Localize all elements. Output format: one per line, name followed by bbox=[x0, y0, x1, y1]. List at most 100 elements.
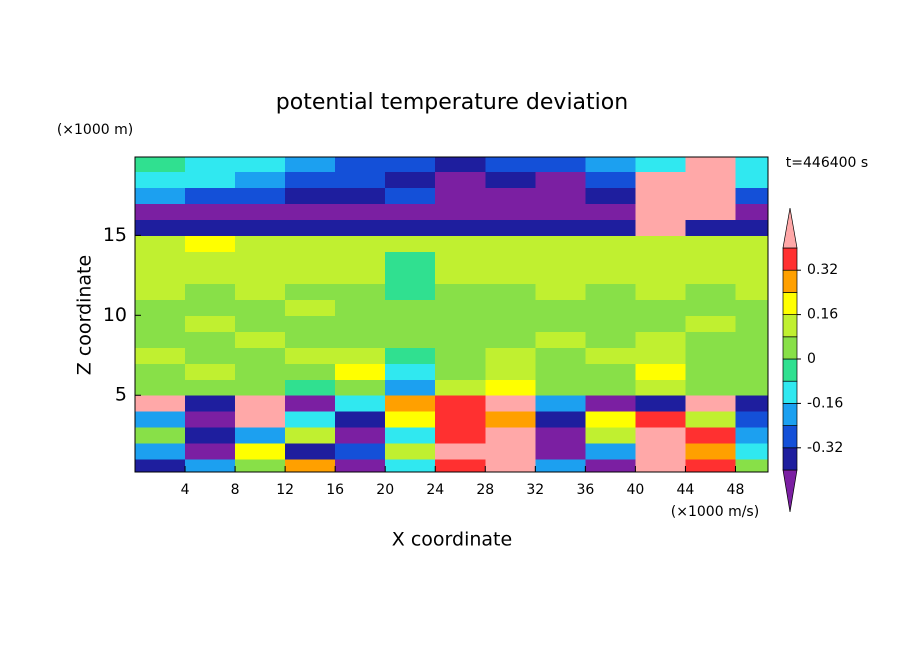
field-cell bbox=[235, 203, 286, 220]
field-cell bbox=[335, 459, 386, 472]
field-cell bbox=[285, 219, 336, 236]
field-cell bbox=[535, 395, 586, 412]
field-cell bbox=[285, 187, 336, 204]
field-cell bbox=[135, 331, 186, 348]
field-cell bbox=[185, 331, 236, 348]
field-cell bbox=[135, 443, 186, 460]
contour-field bbox=[135, 157, 768, 472]
field-cell bbox=[685, 459, 736, 472]
field-cell bbox=[285, 283, 336, 300]
field-cell bbox=[735, 171, 768, 188]
field-cell bbox=[135, 411, 186, 428]
field-cell bbox=[435, 411, 486, 428]
colorbar-band bbox=[782, 247, 798, 271]
field-cell bbox=[235, 379, 286, 396]
colorbar-extend-low bbox=[782, 469, 798, 513]
field-cell bbox=[135, 315, 186, 332]
field-cell bbox=[635, 315, 686, 332]
field-cell bbox=[735, 283, 768, 300]
field-cell bbox=[385, 411, 436, 428]
field-cell bbox=[635, 347, 686, 364]
field-cell bbox=[135, 171, 186, 188]
x-tick-label: 48 bbox=[727, 482, 745, 498]
field-cell bbox=[535, 171, 586, 188]
colorbar-tick-label: -0.16 bbox=[807, 395, 843, 411]
field-cell bbox=[585, 171, 636, 188]
field-cell bbox=[335, 157, 386, 172]
field-cell bbox=[235, 315, 286, 332]
field-cell bbox=[585, 187, 636, 204]
field-cell bbox=[385, 395, 436, 412]
field-cell bbox=[585, 459, 636, 472]
field-cell bbox=[435, 443, 486, 460]
field-cell bbox=[735, 443, 768, 460]
field-cell bbox=[385, 171, 436, 188]
field-cell bbox=[385, 443, 436, 460]
field-cell bbox=[485, 251, 536, 268]
field-cell bbox=[485, 219, 536, 236]
field-cell bbox=[735, 187, 768, 204]
field-cell bbox=[535, 187, 586, 204]
field-cell bbox=[235, 187, 286, 204]
colorbar-band bbox=[782, 380, 798, 404]
field-cell bbox=[335, 427, 386, 444]
field-cell bbox=[685, 443, 736, 460]
field-cell bbox=[485, 315, 536, 332]
field-cell bbox=[635, 187, 686, 204]
field-cell bbox=[485, 283, 536, 300]
field-cell bbox=[535, 379, 586, 396]
field-cell bbox=[635, 235, 686, 252]
field-cell bbox=[685, 157, 736, 172]
field-cell bbox=[335, 187, 386, 204]
field-cell bbox=[135, 459, 186, 472]
field-cell bbox=[285, 443, 336, 460]
field-cell bbox=[385, 251, 436, 268]
field-cell bbox=[535, 157, 586, 172]
field-cell bbox=[335, 395, 386, 412]
field-cell bbox=[285, 203, 336, 220]
field-cell bbox=[235, 427, 286, 444]
colorbar-tick-label: 0.16 bbox=[807, 307, 838, 323]
field-cell bbox=[285, 315, 336, 332]
field-cell bbox=[135, 363, 186, 380]
field-cell bbox=[185, 411, 236, 428]
field-cell bbox=[285, 157, 336, 172]
field-cell bbox=[235, 347, 286, 364]
field-cell bbox=[135, 379, 186, 396]
field-cell bbox=[735, 157, 768, 172]
field-cell bbox=[485, 443, 536, 460]
field-cell bbox=[135, 283, 186, 300]
field-cell bbox=[485, 363, 536, 380]
field-cell bbox=[135, 235, 186, 252]
field-cell bbox=[185, 395, 236, 412]
field-cell bbox=[535, 203, 586, 220]
field-cell bbox=[335, 347, 386, 364]
field-cell bbox=[635, 427, 686, 444]
x-tick-label: 16 bbox=[326, 482, 344, 498]
field-cell bbox=[485, 411, 536, 428]
field-cell bbox=[735, 395, 768, 412]
field-cell bbox=[585, 443, 636, 460]
field-cell bbox=[235, 219, 286, 236]
field-cell bbox=[735, 219, 768, 236]
field-cell bbox=[135, 219, 186, 236]
colorbar-tick-label: 0.32 bbox=[807, 262, 838, 278]
field-cell bbox=[435, 267, 486, 284]
field-cell bbox=[535, 411, 586, 428]
field-cell bbox=[185, 379, 236, 396]
field-cell bbox=[285, 427, 336, 444]
field-cell bbox=[635, 459, 686, 472]
field-cell bbox=[735, 347, 768, 364]
field-cell bbox=[335, 379, 386, 396]
field-cell bbox=[435, 219, 486, 236]
field-cell bbox=[585, 251, 636, 268]
field-cell bbox=[535, 283, 586, 300]
field-cell bbox=[385, 235, 436, 252]
field-cell bbox=[385, 363, 436, 380]
x-tick-label: 28 bbox=[476, 482, 494, 498]
field-cell bbox=[685, 315, 736, 332]
field-cell bbox=[335, 411, 386, 428]
field-cell bbox=[685, 427, 736, 444]
field-cell bbox=[635, 379, 686, 396]
